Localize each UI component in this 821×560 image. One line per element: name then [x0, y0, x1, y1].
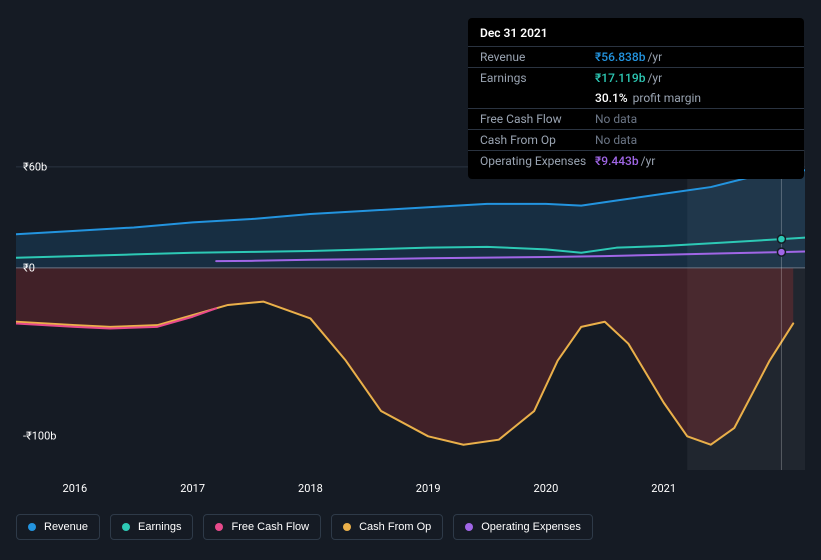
legend-item-label: Earnings: [138, 521, 181, 533]
y-axis-label: -₹100b: [23, 430, 56, 443]
legend-dot-icon: [28, 523, 36, 531]
plot-svg: [16, 150, 805, 470]
legend-dot-icon: [122, 523, 130, 531]
tooltip-row-label: Free Cash Flow: [480, 112, 595, 126]
legend-item[interactable]: Revenue: [16, 514, 100, 540]
x-axis-label: 2019: [416, 482, 441, 495]
plot-area[interactable]: [16, 150, 805, 470]
y-axis-label: ₹0: [23, 261, 35, 274]
x-axis-label: 2016: [63, 482, 88, 495]
legend-item-label: Revenue: [44, 521, 88, 533]
legend-item-label: Operating Expenses: [481, 521, 581, 533]
legend-item[interactable]: Earnings: [110, 514, 193, 540]
legend-item[interactable]: Free Cash Flow: [203, 514, 321, 540]
legend-dot-icon: [215, 523, 223, 531]
tooltip-row-label: Earnings: [480, 71, 595, 85]
chart-tooltip: Dec 31 2021 Revenue₹56.838b /yrEarnings₹…: [468, 18, 804, 179]
tooltip-row-unit: /yr: [647, 50, 662, 64]
legend-dot-icon: [465, 523, 473, 531]
tooltip-row-value: ₹17.119b: [595, 71, 645, 85]
legend-item-label: Free Cash Flow: [231, 521, 309, 533]
x-axis-label: 2021: [651, 482, 676, 495]
x-axis-label: 2017: [180, 482, 205, 495]
y-axis-label: ₹60b: [23, 160, 47, 173]
tooltip-row: Earnings₹17.119b /yr: [468, 67, 804, 88]
tooltip-row-label: Operating Expenses: [480, 154, 595, 168]
legend-dot-icon: [343, 523, 351, 531]
tooltip-row-value: ₹9.443b: [595, 154, 639, 168]
tooltip-row-label: Cash From Op: [480, 133, 595, 147]
tooltip-row: Operating Expenses₹9.443b /yr: [468, 150, 804, 171]
tooltip-row: Cash From OpNo data: [468, 129, 804, 150]
tooltip-row: Free Cash FlowNo data: [468, 108, 804, 129]
tooltip-row-value: No data: [595, 112, 637, 126]
tooltip-profit-margin: 30.1% profit margin: [468, 88, 804, 108]
tooltip-row: Revenue₹56.838b /yr: [468, 46, 804, 67]
legend-item-label: Cash From Op: [359, 521, 431, 533]
chart-legend: Revenue Earnings Free Cash Flow Cash From O…: [16, 514, 593, 540]
tooltip-row-label: Revenue: [480, 50, 595, 64]
legend-item[interactable]: Cash From Op: [331, 514, 443, 540]
x-axis-label: 2018: [298, 482, 323, 495]
legend-item[interactable]: Operating Expenses: [453, 514, 593, 540]
x-axis-labels: 2016 2017 2018 2019 2020 2021: [16, 482, 805, 498]
tooltip-row-value: No data: [595, 133, 637, 147]
tooltip-row-value: ₹56.838b: [595, 50, 645, 64]
tooltip-row-unit: /yr: [647, 71, 662, 85]
x-axis-label: 2020: [534, 482, 559, 495]
earnings-revenue-chart: [0, 150, 821, 500]
tooltip-date: Dec 31 2021: [468, 26, 804, 46]
tooltip-row-unit: /yr: [641, 154, 656, 168]
